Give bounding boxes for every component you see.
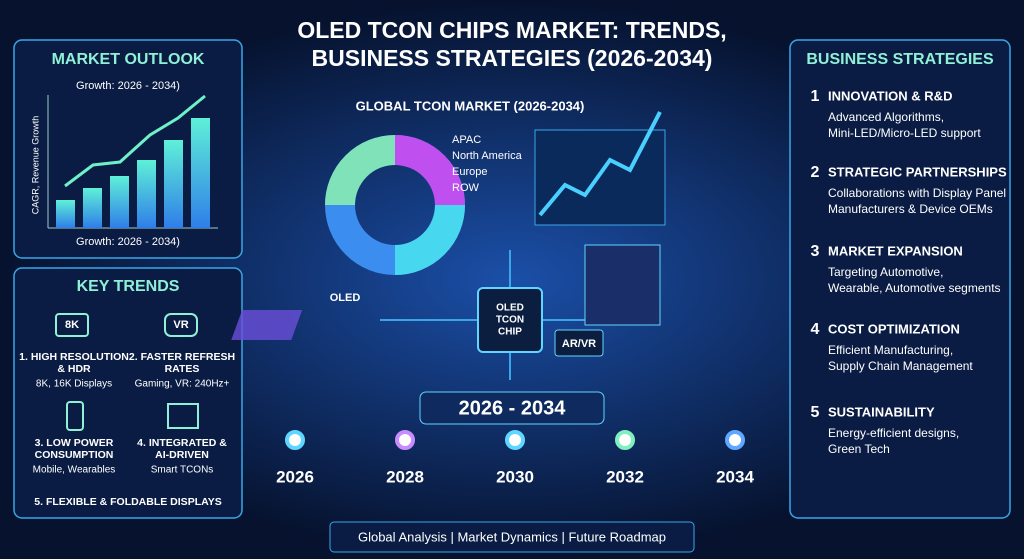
legend-label: Europe bbox=[452, 166, 487, 178]
icon bbox=[55, 313, 89, 337]
bar bbox=[83, 188, 102, 228]
trend-title: CONSUMPTION bbox=[35, 449, 114, 461]
title: BUSINESS STRATEGIES (2026-2034) bbox=[312, 45, 713, 71]
arvr-box bbox=[554, 329, 604, 357]
trend-title: AI-DRIVEN bbox=[155, 449, 209, 461]
trend-title: 5. FLEXIBLE & FOLDABLE DISPLAYS bbox=[34, 496, 221, 508]
strategy-desc: Manufacturers & Device OEMs bbox=[828, 202, 993, 216]
trend-title: RATES bbox=[165, 363, 200, 375]
title: OLED TCON CHIPS MARKET: TRENDS, bbox=[297, 17, 726, 43]
strategy-desc: Wearable, Automotive segments bbox=[828, 281, 1001, 295]
trend-desc: Gaming, VR: 240Hz+ bbox=[135, 379, 230, 390]
year-label: 2034 bbox=[716, 467, 754, 486]
oled-label: OLED bbox=[330, 292, 361, 304]
strategy-title: MARKET EXPANSION bbox=[828, 243, 963, 258]
strategy-number: 2 bbox=[811, 164, 820, 181]
timeline-dot bbox=[615, 430, 635, 450]
trend-title: 1. HIGH RESOLUTION bbox=[19, 351, 129, 363]
oled-panel bbox=[231, 310, 303, 340]
strategy-number: 3 bbox=[811, 243, 820, 260]
trends-panel bbox=[13, 267, 243, 519]
trend-title: & HDR bbox=[57, 363, 91, 375]
timeline-dot bbox=[505, 430, 525, 450]
timeline-dot bbox=[395, 430, 415, 450]
trend-title: 4. INTEGRATED & bbox=[137, 437, 227, 449]
map-icon bbox=[167, 403, 199, 429]
strategy-desc: Targeting Automotive, bbox=[828, 265, 943, 279]
chart-label: Growth: 2026 - 2034) bbox=[76, 236, 180, 248]
chip-label: OLED bbox=[496, 303, 524, 314]
timeline-dot bbox=[285, 430, 305, 450]
trend-icons bbox=[55, 313, 199, 431]
bar bbox=[191, 118, 210, 228]
strategy-desc: Supply Chain Management bbox=[828, 359, 973, 373]
donut bbox=[325, 135, 465, 275]
trend-title: 2. FASTER REFRESH bbox=[129, 351, 235, 363]
footer: Global Analysis | Market Dynamics | Futu… bbox=[358, 529, 666, 544]
chip-label: TCON bbox=[496, 315, 524, 326]
growth-line bbox=[538, 111, 662, 217]
outlook-chart bbox=[47, 94, 218, 229]
donut-segment bbox=[394, 135, 465, 206]
strategy-desc: Efficient Manufacturing, bbox=[828, 343, 953, 357]
axis-label: CAGR, Revenue Growth bbox=[30, 116, 40, 215]
donut-segment bbox=[325, 135, 396, 206]
chip-graphic bbox=[231, 244, 661, 380]
strategy-number: 1 bbox=[811, 88, 820, 105]
timeline-range: 2026 - 2034 bbox=[459, 397, 567, 419]
icon-label: 8K bbox=[65, 319, 79, 331]
strategy-desc: Collaborations with Display Panel bbox=[828, 186, 1006, 200]
icon-label: VR bbox=[173, 319, 188, 331]
phone-icon bbox=[66, 401, 84, 431]
panel-title: BUSINESS STRATEGIES bbox=[806, 51, 994, 68]
strategy-title: INNOVATION & R&D bbox=[828, 88, 952, 103]
trend-title: 3. LOW POWER bbox=[35, 437, 114, 449]
circuit bbox=[380, 250, 620, 380]
chart-label: Growth: 2026 - 2034) bbox=[76, 80, 180, 92]
strategy-title: SUSTAINABILITY bbox=[828, 404, 935, 419]
bar bbox=[110, 176, 129, 228]
strategy-number: 5 bbox=[811, 404, 820, 421]
legend-label: ROW bbox=[452, 182, 480, 194]
devices bbox=[584, 244, 661, 326]
strategy-desc: Green Tech bbox=[828, 442, 890, 456]
year-label: 2030 bbox=[496, 467, 534, 486]
arvr-label: AR/VR bbox=[562, 338, 596, 350]
strategy-number: 4 bbox=[811, 321, 820, 338]
strategy-desc: Mini-LED/Micro-LED support bbox=[828, 126, 981, 140]
bar bbox=[164, 140, 183, 228]
trend-desc: Mobile, Wearables bbox=[33, 465, 116, 476]
strategies-panel bbox=[789, 39, 1011, 519]
legend-label: North America bbox=[452, 150, 523, 162]
legend-label: APAC bbox=[452, 134, 481, 146]
panel-title: KEY TRENDS bbox=[77, 278, 180, 295]
trend-desc: 8K, 16K Displays bbox=[36, 379, 112, 390]
chip bbox=[477, 287, 543, 353]
trend-desc: Smart TCONs bbox=[151, 465, 214, 476]
bar bbox=[56, 200, 75, 228]
chip-label: CHIP bbox=[498, 327, 522, 338]
donut-segment bbox=[394, 204, 465, 275]
section-title: GLOBAL TCON MARKET (2026-2034) bbox=[356, 98, 585, 113]
strategy-title: COST OPTIMIZATION bbox=[828, 321, 960, 336]
trend-line bbox=[64, 94, 206, 188]
strategy-title: STRATEGIC PARTNERSHIPS bbox=[828, 164, 1007, 179]
timeline-dot bbox=[725, 430, 745, 450]
strategy-desc: Advanced Algorithms, bbox=[828, 110, 944, 124]
growth-graphic bbox=[534, 111, 666, 226]
year-label: 2028 bbox=[386, 467, 424, 486]
year-label: 2032 bbox=[606, 467, 644, 486]
icon bbox=[164, 313, 198, 337]
bar bbox=[137, 160, 156, 228]
strategy-desc: Energy-efficient designs, bbox=[828, 426, 959, 440]
year-label: 2026 bbox=[276, 467, 314, 486]
range-box bbox=[419, 391, 605, 425]
panel-title: MARKET OUTLOOK bbox=[52, 51, 205, 68]
footer-bar bbox=[329, 521, 695, 553]
